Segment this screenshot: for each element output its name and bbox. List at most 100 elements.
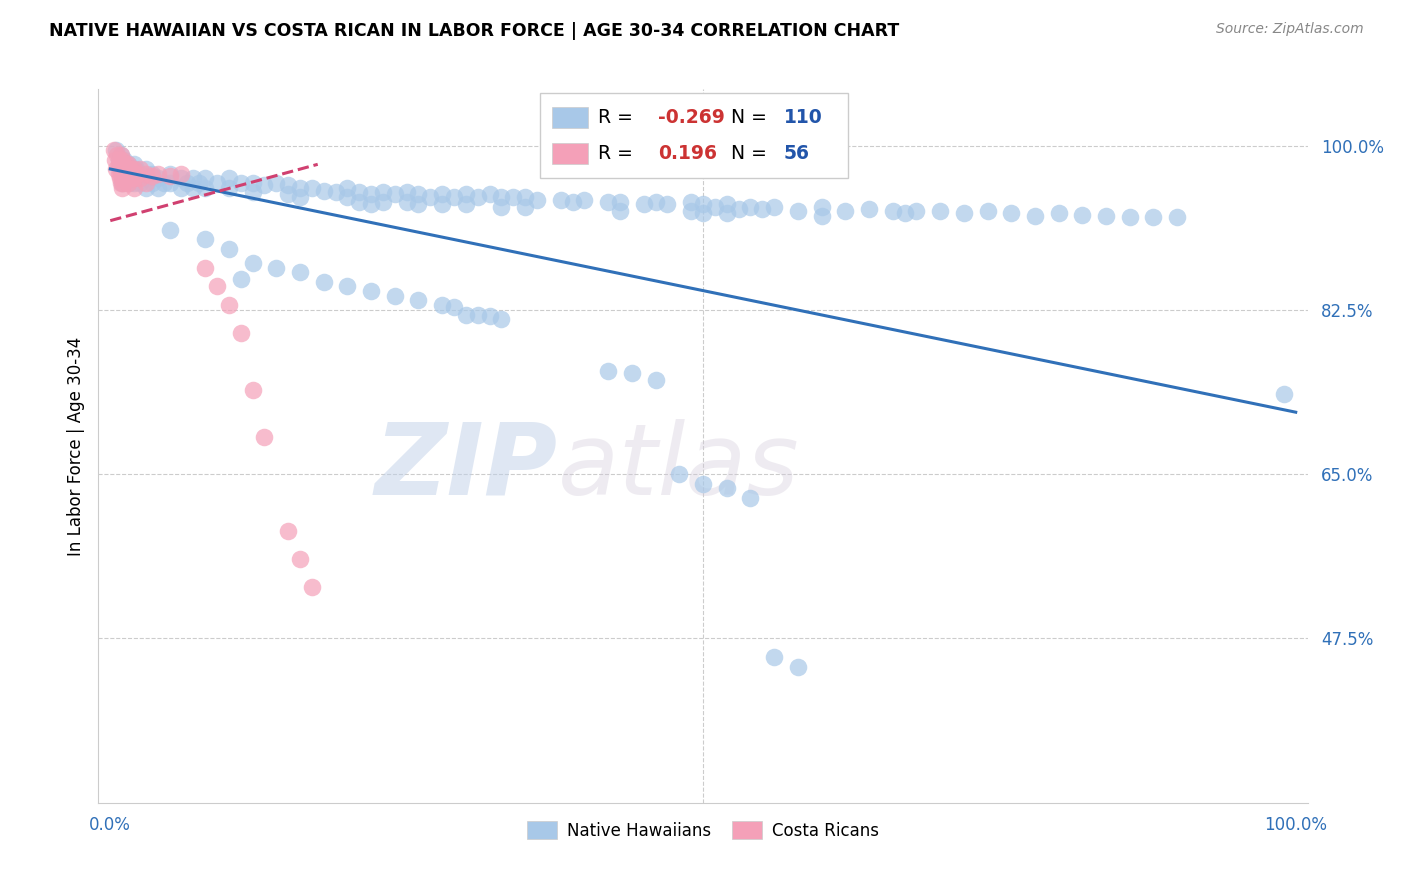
Point <box>336 190 359 204</box>
Point <box>122 167 145 181</box>
Point <box>120 167 142 181</box>
Point <box>740 491 762 505</box>
Point <box>574 193 596 207</box>
Point <box>347 194 370 209</box>
Point <box>121 167 143 181</box>
Point <box>135 161 157 176</box>
Point <box>135 171 157 186</box>
Point <box>786 204 808 219</box>
Point <box>111 153 134 167</box>
Point <box>526 193 548 207</box>
Point <box>395 194 418 209</box>
Point <box>763 650 786 665</box>
Point <box>905 204 928 219</box>
Point <box>810 209 832 223</box>
Point <box>253 178 276 192</box>
Point <box>692 196 714 211</box>
Point <box>117 167 139 181</box>
Point <box>384 289 406 303</box>
Point <box>117 167 139 181</box>
Point <box>141 176 163 190</box>
Point <box>277 187 299 202</box>
Point <box>229 272 252 286</box>
Point <box>242 383 264 397</box>
Text: R =: R = <box>598 144 638 163</box>
Point <box>181 181 204 195</box>
Point <box>111 161 134 176</box>
Point <box>288 551 311 566</box>
Point <box>159 169 181 183</box>
Point <box>454 187 477 202</box>
Point <box>360 196 382 211</box>
Point <box>121 171 143 186</box>
Point <box>152 176 174 190</box>
Point <box>111 157 134 171</box>
Point <box>111 176 134 190</box>
Point <box>371 186 394 200</box>
Point <box>114 167 136 181</box>
Point <box>443 300 465 314</box>
Point <box>122 161 145 176</box>
Point <box>103 143 125 157</box>
Point <box>419 190 441 204</box>
Point <box>110 148 132 162</box>
Point <box>644 373 666 387</box>
Text: N =: N = <box>718 144 772 163</box>
Bar <box>551 143 588 164</box>
Point <box>105 161 128 176</box>
Point <box>1142 210 1164 224</box>
Point <box>105 148 128 162</box>
Point <box>112 167 135 181</box>
Point <box>104 153 127 167</box>
Point <box>301 580 323 594</box>
Point <box>598 194 620 209</box>
Point <box>125 167 148 181</box>
Point <box>360 284 382 298</box>
Point <box>114 161 136 176</box>
Point <box>115 161 138 176</box>
Point <box>242 176 264 190</box>
Point <box>194 260 217 275</box>
Text: R =: R = <box>598 108 638 127</box>
Point <box>108 161 131 176</box>
Text: 110: 110 <box>785 108 823 127</box>
Point <box>122 181 145 195</box>
Point <box>454 196 477 211</box>
Point <box>117 176 139 190</box>
Point <box>141 167 163 181</box>
Point <box>336 181 359 195</box>
Point <box>454 308 477 322</box>
Point <box>242 256 264 270</box>
Point <box>229 176 252 190</box>
Bar <box>551 107 588 128</box>
Point <box>253 429 276 443</box>
Point <box>929 204 952 219</box>
Point <box>127 171 149 186</box>
Point <box>716 206 738 220</box>
Point <box>135 167 157 181</box>
Point <box>432 196 454 211</box>
Point <box>264 260 287 275</box>
Point <box>716 481 738 495</box>
Point <box>107 153 129 167</box>
Point <box>125 161 148 176</box>
Point <box>218 242 240 256</box>
Point <box>218 171 240 186</box>
Point <box>107 167 129 181</box>
Point <box>111 181 134 195</box>
Point <box>135 181 157 195</box>
Point <box>194 171 217 186</box>
Point <box>609 204 631 219</box>
Point <box>229 326 252 341</box>
Point <box>118 161 141 176</box>
Point <box>443 190 465 204</box>
Point <box>681 204 703 219</box>
Point <box>312 184 335 198</box>
Text: -0.269: -0.269 <box>658 108 725 127</box>
Point <box>159 223 181 237</box>
Point <box>1024 209 1046 223</box>
Point <box>703 200 725 214</box>
Text: Source: ZipAtlas.com: Source: ZipAtlas.com <box>1216 22 1364 37</box>
Point <box>288 181 311 195</box>
Point <box>633 196 655 211</box>
